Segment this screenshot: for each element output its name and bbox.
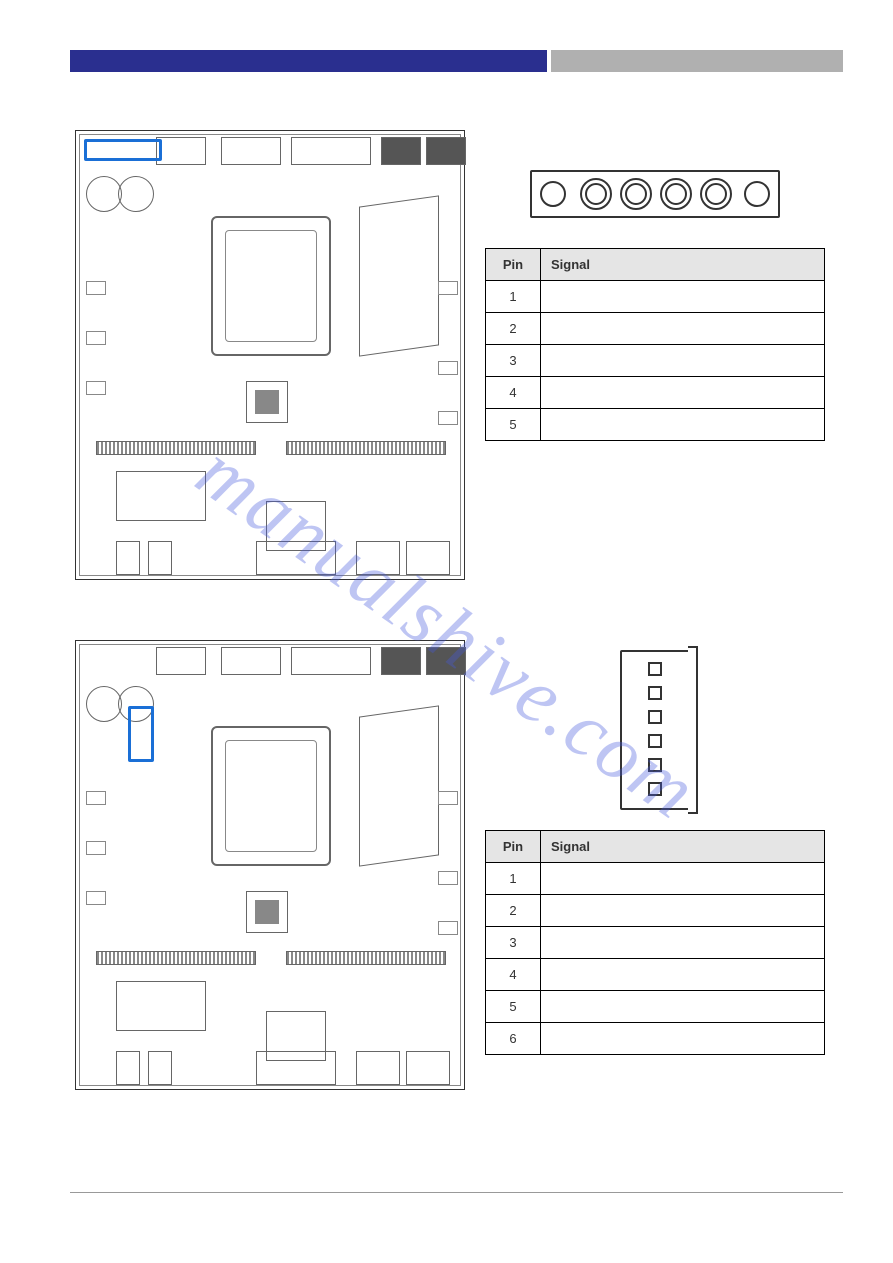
table-row: 4	[486, 377, 825, 409]
table-row: 2	[486, 895, 825, 927]
table-row: 1	[486, 863, 825, 895]
connector-highlight-2	[128, 706, 154, 762]
motherboard-diagram-1	[75, 130, 465, 580]
header-stripe-blue	[70, 50, 547, 72]
table-row: 4	[486, 959, 825, 991]
pin-table-2: Pin Signal 1 2 3 4 5 6	[485, 830, 825, 1055]
section-1-right: Pin Signal 1 2 3 4 5	[485, 130, 825, 580]
table-row: 1	[486, 281, 825, 313]
section-connector-2: Pin Signal 1 2 3 4 5 6	[75, 640, 825, 1090]
connector-closeup-5pin	[530, 170, 780, 218]
table-row: 2	[486, 313, 825, 345]
table-header-row: Pin Signal	[486, 831, 825, 863]
section-connector-1: Pin Signal 1 2 3 4 5	[75, 130, 825, 580]
connector-highlight-1	[84, 139, 162, 161]
section-2-right: Pin Signal 1 2 3 4 5 6	[485, 640, 825, 1090]
col-header-pin: Pin	[486, 249, 541, 281]
col-header-signal: Signal	[541, 249, 825, 281]
motherboard-diagram-2	[75, 640, 465, 1090]
table-header-row: Pin Signal	[486, 249, 825, 281]
header-stripe-gray	[551, 50, 843, 72]
table-row: 5	[486, 409, 825, 441]
header-bar	[70, 50, 843, 72]
table-row: 5	[486, 991, 825, 1023]
footer-divider	[70, 1192, 843, 1193]
col-header-pin: Pin	[486, 831, 541, 863]
table-row: 3	[486, 345, 825, 377]
col-header-signal: Signal	[541, 831, 825, 863]
connector-closeup-6pin	[620, 650, 690, 810]
table-row: 3	[486, 927, 825, 959]
pin-table-1: Pin Signal 1 2 3 4 5	[485, 248, 825, 441]
table-row: 6	[486, 1023, 825, 1055]
